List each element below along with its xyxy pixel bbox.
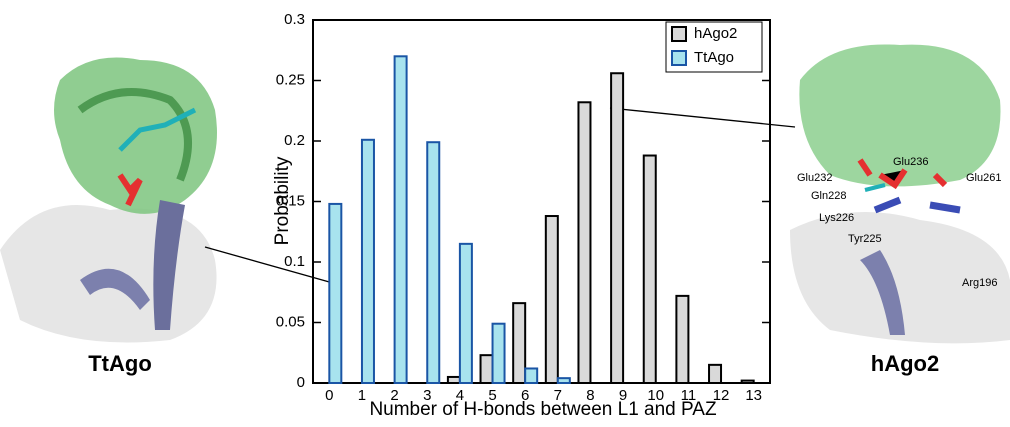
x-tick-label: 7 — [554, 387, 562, 404]
x-tick-label: 5 — [488, 387, 496, 404]
legend-swatch — [672, 51, 686, 65]
y-tick-label: 0.3 — [284, 11, 305, 28]
legend-label: hAgo2 — [694, 25, 737, 42]
x-tick-label: 8 — [586, 387, 594, 404]
bar — [558, 378, 570, 383]
bar — [395, 56, 407, 383]
bar — [448, 377, 460, 383]
residue-label: Gln228 — [811, 190, 846, 202]
y-tick-label: 0 — [297, 374, 305, 391]
figure: Number of H-bonds between L1 and PAZ Pro… — [0, 0, 1010, 427]
y-tick-label: 0.05 — [276, 313, 305, 330]
bar — [525, 368, 537, 383]
bar — [329, 204, 341, 383]
x-tick-label: 4 — [456, 387, 464, 404]
residue-label: Glu236 — [893, 156, 928, 168]
plot-frame — [313, 20, 770, 383]
bar — [611, 73, 623, 383]
x-tick-label: 12 — [713, 387, 730, 404]
bar — [742, 381, 754, 383]
x-tick-label: 1 — [358, 387, 366, 404]
residue-label: Arg196 — [962, 277, 997, 289]
bar — [481, 355, 493, 383]
y-tick-label: 0.2 — [284, 132, 305, 149]
x-tick-label: 13 — [745, 387, 762, 404]
bar — [362, 140, 374, 383]
residue-label: Lys226 — [819, 212, 854, 224]
bar — [427, 142, 439, 383]
legend-label: TtAgo — [694, 49, 734, 66]
x-tick-label: 6 — [521, 387, 529, 404]
bar — [513, 303, 525, 383]
x-tick-label: 9 — [619, 387, 627, 404]
ttago-structure — [0, 58, 217, 343]
residue-label: Glu261 — [966, 172, 1001, 184]
legend-swatch — [672, 27, 686, 41]
bar — [546, 216, 558, 383]
y-tick-label: 0.25 — [276, 71, 305, 88]
x-tick-label: 2 — [390, 387, 398, 404]
bar — [709, 365, 721, 383]
x-tick-label: 0 — [325, 387, 333, 404]
structure-label: hAgo2 — [871, 351, 939, 376]
bar — [676, 296, 688, 383]
connector — [610, 108, 795, 127]
bar — [493, 324, 505, 383]
bar — [644, 156, 656, 383]
x-tick-label: 11 — [681, 387, 697, 404]
y-tick-label: 0.15 — [276, 192, 305, 209]
bar — [460, 244, 472, 383]
structure-label: TtAgo — [88, 351, 152, 376]
residue-label: Glu232 — [797, 172, 832, 184]
connector — [205, 247, 340, 285]
x-tick-label: 3 — [423, 387, 431, 404]
bar — [578, 102, 590, 383]
x-axis-label: Number of H-bonds between L1 and PAZ — [369, 399, 717, 420]
x-tick-label: 10 — [647, 387, 664, 404]
residue-label: Tyr225 — [848, 233, 882, 245]
y-tick-label: 0.1 — [284, 253, 305, 270]
